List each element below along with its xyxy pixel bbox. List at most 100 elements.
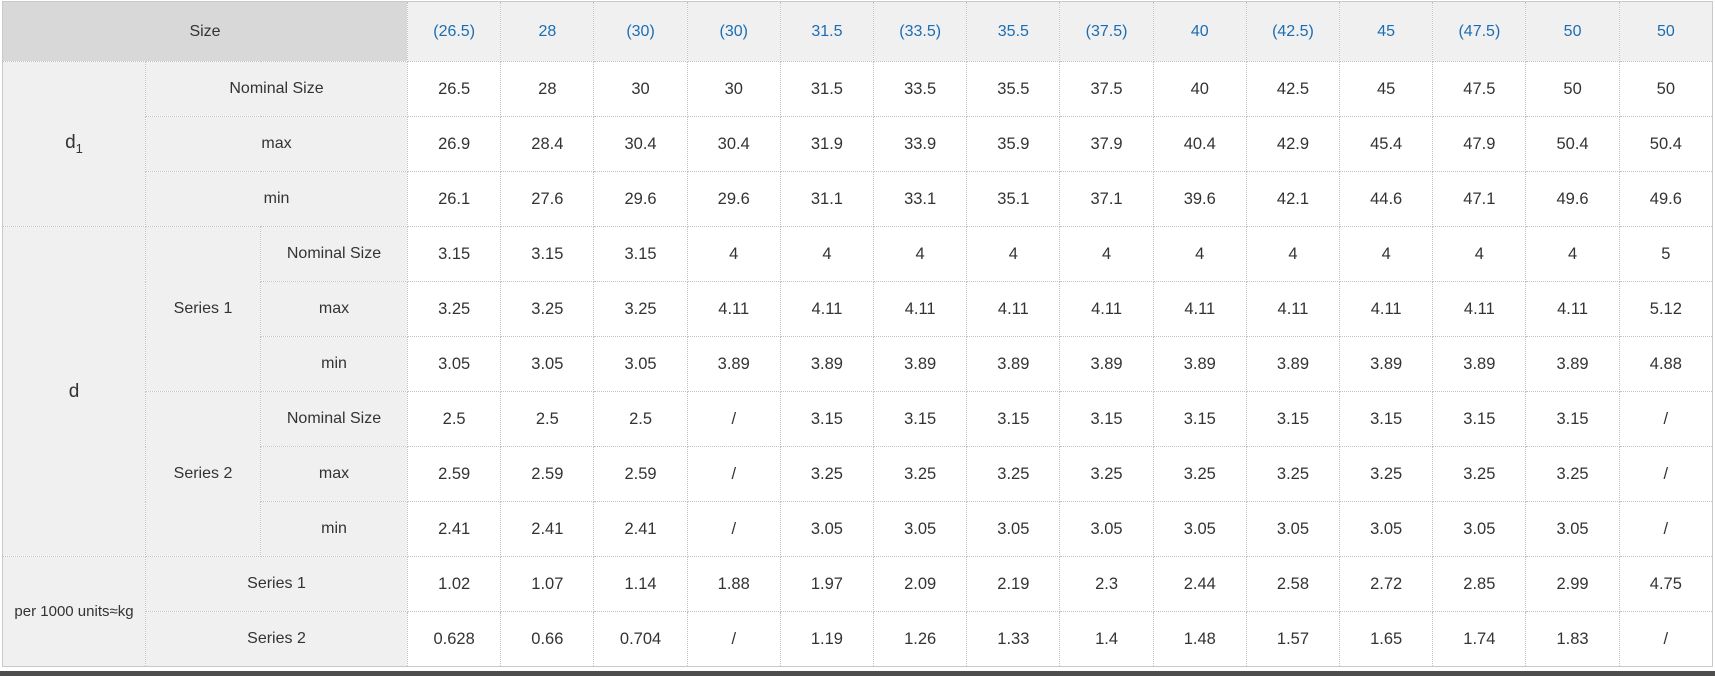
bottom-divider — [0, 671, 1715, 676]
data-cell: 47.1 — [1432, 171, 1527, 227]
data-cell: 1.33 — [966, 611, 1061, 667]
data-cell: 2.5 — [593, 391, 688, 447]
data-cell: 1.65 — [1339, 611, 1434, 667]
data-cell: 4.11 — [873, 281, 968, 337]
series-label-cell: Series 1 — [145, 226, 261, 392]
data-cell: 1.4 — [1059, 611, 1154, 667]
data-cell: 4 — [1525, 226, 1620, 282]
data-cell: 0.704 — [593, 611, 688, 667]
data-cell: 3.05 — [1245, 501, 1341, 557]
corner-header: Size — [1, 1, 409, 62]
data-cell: 3.05 — [966, 501, 1061, 557]
data-cell: 3.15 — [873, 391, 968, 447]
weight-group-label-cell: per 1000 units≈kg — [2, 556, 146, 667]
data-cell: 3.15 — [593, 226, 688, 282]
data-cell: 0.66 — [500, 611, 595, 667]
data-cell: 1.48 — [1152, 611, 1247, 667]
data-cell: 35.5 — [966, 61, 1061, 117]
data-cell: 4 — [686, 226, 781, 282]
size-column-header: 40 — [1152, 1, 1247, 62]
data-cell: 50 — [1618, 61, 1714, 117]
data-cell: / — [686, 611, 781, 667]
data-cell: 37.1 — [1059, 171, 1154, 227]
data-cell: 30.4 — [593, 116, 688, 172]
data-cell: 3.89 — [1339, 336, 1434, 392]
data-cell: 2.41 — [407, 501, 502, 557]
data-cell: 4 — [1432, 226, 1527, 282]
data-cell: 35.9 — [966, 116, 1061, 172]
data-cell: 45 — [1339, 61, 1434, 117]
data-cell: 2.99 — [1525, 556, 1620, 612]
data-cell: 42.1 — [1245, 171, 1341, 227]
data-cell: 42.5 — [1245, 61, 1341, 117]
data-cell: 40 — [1152, 61, 1247, 117]
group-label-subscript: 1 — [75, 140, 83, 156]
size-column-header: (26.5) — [407, 1, 502, 62]
data-cell: 31.9 — [779, 116, 875, 172]
row-type-label-cell: Nominal Size — [259, 391, 409, 447]
data-cell: 3.89 — [1525, 336, 1620, 392]
data-cell: 2.5 — [407, 391, 502, 447]
data-cell: 1.74 — [1432, 611, 1527, 667]
data-cell: 3.25 — [873, 446, 968, 502]
data-cell: 4 — [1339, 226, 1434, 282]
data-cell: 4 — [966, 226, 1061, 282]
data-cell: 3.89 — [686, 336, 781, 392]
data-cell: 1.57 — [1245, 611, 1341, 667]
data-cell: 2.3 — [1059, 556, 1154, 612]
size-column-header: (47.5) — [1432, 1, 1527, 62]
size-column-header: 28 — [500, 1, 595, 62]
data-cell: 33.5 — [873, 61, 968, 117]
data-cell: 3.25 — [1245, 446, 1341, 502]
data-cell: 3.25 — [1339, 446, 1434, 502]
data-cell: 2.58 — [1245, 556, 1341, 612]
data-cell: 45.4 — [1339, 116, 1434, 172]
row-type-label-cell: Nominal Size — [259, 226, 409, 282]
data-cell: 3.25 — [1525, 446, 1620, 502]
data-cell: 26.1 — [407, 171, 502, 227]
data-cell: 4.11 — [1152, 281, 1247, 337]
data-cell: 1.83 — [1525, 611, 1620, 667]
size-column-header: 35.5 — [966, 1, 1061, 62]
data-cell: 3.15 — [1432, 391, 1527, 447]
data-cell: 4.11 — [1432, 281, 1527, 337]
series-label-cell: Series 2 — [144, 611, 409, 667]
data-cell: 3.15 — [407, 226, 502, 282]
data-cell: 44.6 — [1339, 171, 1434, 227]
data-cell: 28.4 — [500, 116, 595, 172]
data-cell: 35.1 — [966, 171, 1061, 227]
size-column-header: 45 — [1339, 1, 1434, 62]
data-cell: 3.15 — [779, 391, 875, 447]
data-cell: 3.05 — [1059, 501, 1154, 557]
data-cell: 3.89 — [1245, 336, 1341, 392]
data-cell: 3.05 — [1525, 501, 1620, 557]
data-cell: 28 — [500, 61, 595, 117]
data-cell: 42.9 — [1245, 116, 1341, 172]
data-cell: 4.11 — [1525, 281, 1620, 337]
data-cell: 33.1 — [873, 171, 968, 227]
data-cell: / — [1618, 391, 1714, 447]
data-cell: 37.9 — [1059, 116, 1154, 172]
group-label-cell: d — [2, 226, 146, 557]
data-cell: 3.89 — [779, 336, 875, 392]
data-cell: 2.59 — [407, 446, 502, 502]
data-cell: / — [1618, 446, 1714, 502]
data-cell: 3.05 — [407, 336, 502, 392]
data-cell: 3.89 — [966, 336, 1061, 392]
size-column-header: 50 — [1525, 1, 1620, 62]
data-cell: 4 — [873, 226, 968, 282]
data-cell: 2.85 — [1432, 556, 1527, 612]
data-cell: 4.11 — [1339, 281, 1434, 337]
data-cell: 47.5 — [1432, 61, 1527, 117]
group-label: d — [65, 132, 76, 154]
data-cell: 3.15 — [1152, 391, 1247, 447]
row-type-label-cell: max — [259, 281, 409, 337]
size-column-header: (30) — [593, 1, 688, 62]
data-cell: 3.15 — [1339, 391, 1434, 447]
data-cell: 2.72 — [1339, 556, 1434, 612]
data-cell: 3.25 — [1432, 446, 1527, 502]
series-label-cell: Series 1 — [144, 556, 409, 612]
data-cell: 30 — [593, 61, 688, 117]
